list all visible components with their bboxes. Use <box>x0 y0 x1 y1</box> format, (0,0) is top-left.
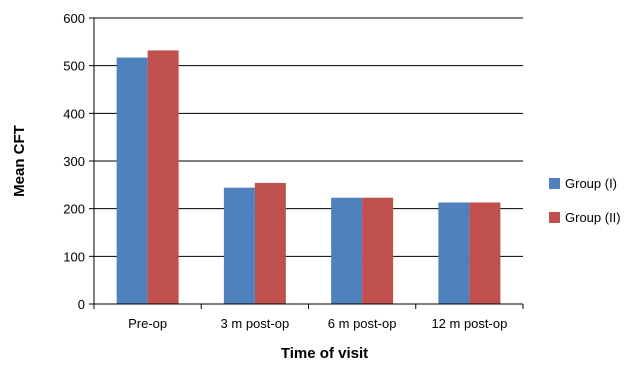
legend-swatch <box>549 212 560 223</box>
y-tick-label: 500 <box>63 59 85 74</box>
y-tick-label: 0 <box>78 297 85 312</box>
x-tick-label: 6 m post-op <box>328 316 397 331</box>
legend: Group (I) Group (II) <box>549 176 621 225</box>
bar <box>331 197 363 304</box>
y-tick-label: 600 <box>63 11 85 26</box>
x-tick-label: 12 m post-op <box>431 316 507 331</box>
y-axis-title: Mean CFT <box>11 125 28 197</box>
y-tick-label: 100 <box>63 249 85 264</box>
bar <box>362 197 394 304</box>
y-tick-label: 300 <box>63 154 85 169</box>
x-axis-title: Time of visit <box>281 345 368 362</box>
x-tick-label: Pre-op <box>128 316 167 331</box>
bar <box>438 202 470 304</box>
bar <box>223 187 255 304</box>
axes <box>93 18 523 305</box>
legend-swatch <box>549 178 560 189</box>
x-tick-label: 3 m post-op <box>221 316 290 331</box>
bar <box>254 182 286 304</box>
y-tick-label: 400 <box>63 106 85 121</box>
legend-label: Group (II) <box>565 210 621 225</box>
y-tick-label: 200 <box>63 202 85 217</box>
legend-label: Group (I) <box>565 176 617 191</box>
bar <box>116 57 148 305</box>
bars <box>116 50 501 305</box>
bar <box>469 202 501 304</box>
bar <box>147 50 179 305</box>
x-tick-labels: Pre-op 3 m post-op 6 m post-op 12 m post-op <box>128 316 507 331</box>
y-tick-labels: 0 100 200 300 400 500 600 <box>63 11 85 312</box>
